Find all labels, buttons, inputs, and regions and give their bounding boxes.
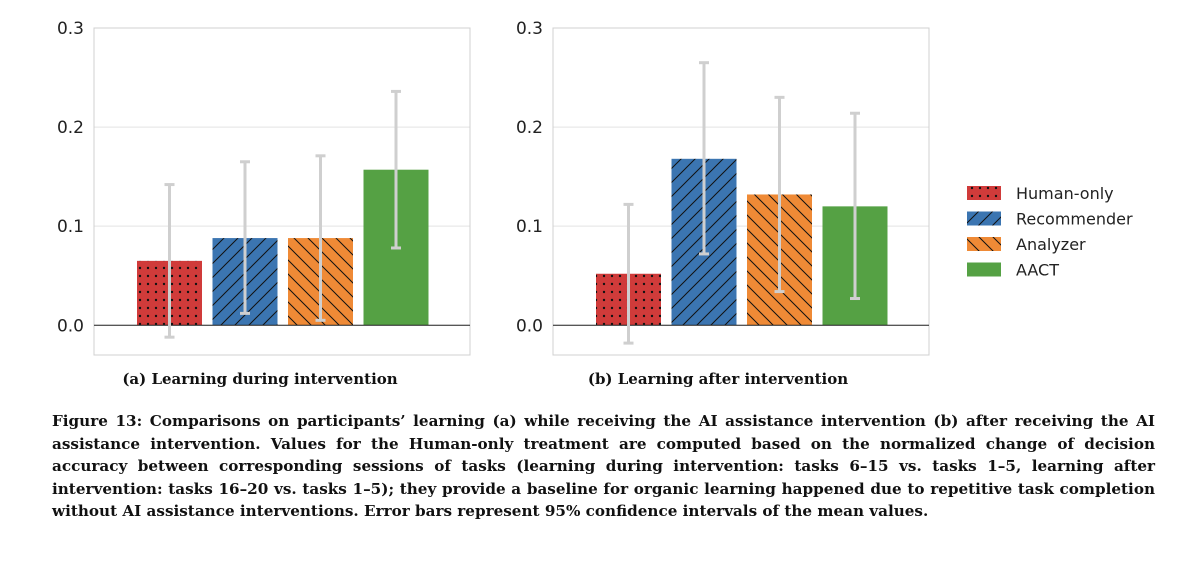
error-bar-human-only bbox=[623, 202, 634, 345]
panel-subtitle: (a) Learning during intervention bbox=[122, 370, 397, 388]
legend-label: Recommender bbox=[1016, 210, 1133, 229]
y-tick-label: 0.1 bbox=[516, 217, 543, 237]
y-tick-label: 0.2 bbox=[57, 118, 84, 138]
legend-label: Human-only bbox=[1016, 184, 1114, 203]
legend-swatch bbox=[967, 211, 1001, 226]
legend-item-human-only: Human-only bbox=[967, 184, 1114, 203]
legend-item-analyzer: Analyzer bbox=[967, 235, 1086, 254]
legend: Human-only Recommender Analyzer AACT bbox=[967, 184, 1133, 280]
y-tick-label: 0.1 bbox=[57, 217, 84, 237]
plot-frame bbox=[552, 27, 930, 356]
chart-panel-b: 0.0 0.1 0.2 0.3 (b) Learning after intervent… bbox=[516, 19, 930, 388]
legend-label: Analyzer bbox=[1016, 235, 1086, 254]
error-bar-recommender bbox=[699, 61, 709, 256]
chart-panel-a: 0.0 0.1 0.2 0.3 (a) Learning during interven… bbox=[57, 19, 471, 388]
legend-label: AACT bbox=[1016, 261, 1059, 280]
error-bar-analyzer bbox=[774, 95, 785, 294]
legend-item-recommender: Recommender bbox=[967, 210, 1133, 229]
legend-swatch bbox=[967, 237, 1001, 251]
y-tick-label: 0.3 bbox=[516, 19, 543, 39]
error-bar-analyzer bbox=[315, 154, 326, 322]
panel-subtitle: (b) Learning after intervention bbox=[588, 370, 848, 388]
error-bar-aact bbox=[391, 89, 401, 250]
plot-frame bbox=[93, 27, 471, 356]
legend-item-aact: AACT bbox=[967, 261, 1059, 280]
legend-swatch bbox=[967, 186, 1001, 200]
y-tick-label: 0.3 bbox=[57, 19, 84, 39]
y-tick-label: 0.0 bbox=[516, 316, 543, 336]
error-bar-recommender bbox=[240, 160, 250, 315]
figure-caption: Figure 13: Comparisons on participants’ … bbox=[52, 412, 1155, 521]
y-tick-label: 0.2 bbox=[516, 118, 543, 138]
error-bar-aact bbox=[850, 111, 860, 301]
legend-swatch bbox=[967, 262, 1001, 277]
error-bar-human-only bbox=[164, 183, 175, 339]
y-tick-label: 0.0 bbox=[57, 316, 84, 336]
